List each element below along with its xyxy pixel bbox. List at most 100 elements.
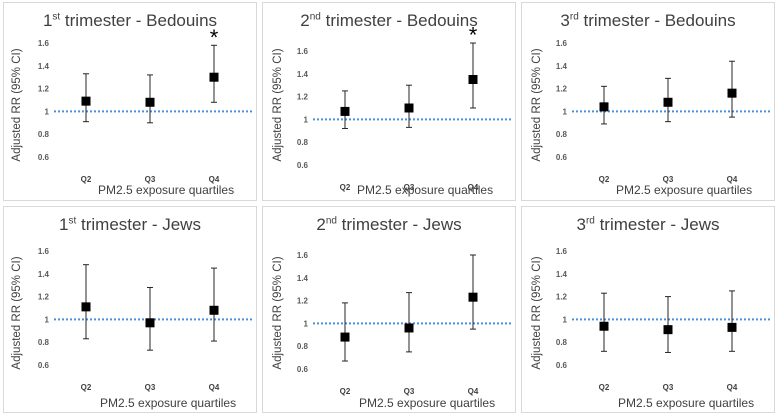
y-tick-label: 1 [304, 115, 309, 124]
y-tick-label: 1 [563, 315, 568, 324]
x-tick-label: Q3 [663, 383, 674, 392]
title-suffix: nd [325, 215, 337, 227]
y-tick-label: 0.8 [38, 130, 50, 139]
title-text: trimester - Bedouins [320, 11, 478, 30]
y-tick-label: 0.8 [297, 342, 309, 351]
title-ordinal: 2 [316, 215, 326, 234]
y-tick-label: 1.4 [38, 270, 50, 279]
point-estimate [404, 323, 414, 333]
y-tick-label: 1.6 [297, 47, 309, 56]
title-suffix: st [68, 215, 77, 227]
x-axis-label: PM2.5 exposure quartiles [98, 183, 235, 197]
y-tick-label: 1.6 [556, 247, 568, 256]
chart-panel-1st-trimester-jews: 1st trimester - Jews Adjusted RR (95% CI… [3, 206, 257, 413]
x-axis-label: PM2.5 exposure quartiles [357, 183, 494, 197]
y-tick-label: 0.8 [556, 338, 568, 347]
x-tick-label: Q4 [727, 175, 738, 184]
point-estimate [599, 102, 609, 112]
x-tick-label: Q3 [145, 383, 156, 392]
chart-title: 3rd trimester - Jews [522, 215, 774, 235]
x-tick-label: Q2 [340, 183, 351, 192]
y-tick-label: 0.6 [297, 365, 309, 374]
title-ordinal: 3 [576, 215, 586, 234]
chart-panel-1st-trimester-bedouins: 1st trimester - Bedouins Adjusted RR (95… [3, 2, 257, 201]
x-tick-label: Q4 [468, 183, 479, 192]
plot-area: 0.6 0.8 1 1.2 1.4 1.6 Q2 Q3 Q4 [38, 247, 254, 392]
y-tick-label: 1.4 [556, 62, 568, 71]
x-axis-label: PM2.5 exposure quartiles [616, 183, 753, 197]
point-estimate [468, 292, 478, 302]
point-estimate [727, 322, 737, 332]
y-tick-label: 1.6 [38, 247, 50, 256]
point-estimate [209, 72, 219, 82]
point-estimate [404, 103, 414, 113]
chart-title: 1st trimester - Bedouins [4, 11, 256, 31]
y-tick-label: 1 [45, 107, 50, 116]
chart-panel-2nd-trimester-bedouins: 2nd trimester - Bedouins Adjusted RR (95… [262, 2, 516, 201]
y-tick-label: 1 [45, 315, 50, 324]
point-estimate [81, 302, 91, 312]
x-tick-label: Q2 [599, 175, 610, 184]
chart-title: 2nd trimester - Jews [263, 215, 515, 235]
y-tick-label: 0.6 [38, 361, 50, 370]
plot-area: 0.6 0.8 1 1.2 1.4 1.6 Q2 Q3 Q4 * [38, 25, 254, 184]
x-tick-label: Q3 [404, 387, 415, 396]
x-tick-label: Q4 [209, 383, 220, 392]
y-tick-label: 0.6 [297, 161, 309, 170]
x-tick-label: Q3 [404, 183, 415, 192]
y-tick-label: 1.2 [556, 85, 568, 94]
point-estimate [145, 318, 155, 328]
y-tick-label: 1.6 [38, 39, 50, 48]
x-tick-label: Q2 [340, 387, 351, 396]
chart-panel-2nd-trimester-jews: 2nd trimester - Jews Adjusted RR (95% CI… [262, 206, 516, 413]
y-tick-label: 1.2 [38, 85, 50, 94]
y-tick-label: 1.2 [297, 93, 309, 102]
title-text: trimester - Jews [336, 215, 462, 234]
point-estimate [727, 88, 737, 98]
significance-marker: * [210, 25, 219, 50]
title-text: trimester - Jews [76, 215, 201, 234]
x-tick-label: Q2 [81, 175, 92, 184]
y-tick-label: 0.6 [556, 361, 568, 370]
title-text: trimester - Bedouins [60, 11, 218, 30]
point-estimate [340, 332, 350, 342]
title-text: trimester - Bedouins [578, 11, 736, 30]
point-estimate [599, 321, 609, 331]
x-tick-label: Q4 [209, 175, 220, 184]
point-estimate [145, 97, 155, 107]
y-tick-label: 0.8 [556, 130, 568, 139]
y-tick-label: 1.6 [297, 251, 309, 260]
title-suffix: st [52, 11, 61, 23]
title-ordinal: 1 [42, 11, 53, 30]
chart-panel-3rd-trimester-jews: 3rd trimester - Jews Adjusted RR (95% CI… [521, 206, 775, 413]
title-suffix: rd [569, 11, 579, 23]
x-tick-label: Q2 [81, 383, 92, 392]
y-tick-label: 1 [304, 319, 309, 328]
y-tick-label: 1.2 [556, 293, 568, 302]
x-tick-label: Q4 [468, 387, 479, 396]
title-ordinal: 3 [560, 11, 570, 30]
plot-area: 0.6 0.8 1 1.2 1.4 1.6 Q2 Q3 Q4 [297, 251, 513, 396]
x-tick-label: Q3 [663, 175, 674, 184]
x-axis-label: PM2.5 exposure quartiles [100, 396, 237, 410]
x-tick-label: Q4 [727, 383, 738, 392]
title-suffix: rd [585, 215, 595, 227]
point-estimate [663, 97, 673, 107]
y-tick-label: 1 [563, 107, 568, 116]
x-tick-label: Q3 [145, 175, 156, 184]
y-tick-label: 0.8 [38, 338, 50, 347]
point-estimate [468, 75, 478, 84]
chart-title: 2nd trimester - Bedouins [263, 11, 515, 31]
chart-panel-3rd-trimester-bedouins: 3rd trimester - Bedouins Adjusted RR (95… [521, 2, 775, 201]
point-estimate [663, 325, 673, 335]
title-suffix: nd [309, 11, 321, 23]
y-tick-label: 1.4 [297, 70, 309, 79]
y-tick-label: 0.8 [297, 138, 309, 147]
point-estimate [81, 96, 91, 106]
significance-marker: * [469, 23, 478, 48]
point-estimate [209, 305, 219, 315]
plot-area: 0.6 0.8 1 1.2 1.4 1.6 Q2 Q3 Q4 * [297, 23, 513, 192]
point-estimate [340, 106, 350, 116]
y-tick-label: 0.6 [38, 153, 50, 162]
chart-title: 1st trimester - Jews [4, 215, 256, 235]
